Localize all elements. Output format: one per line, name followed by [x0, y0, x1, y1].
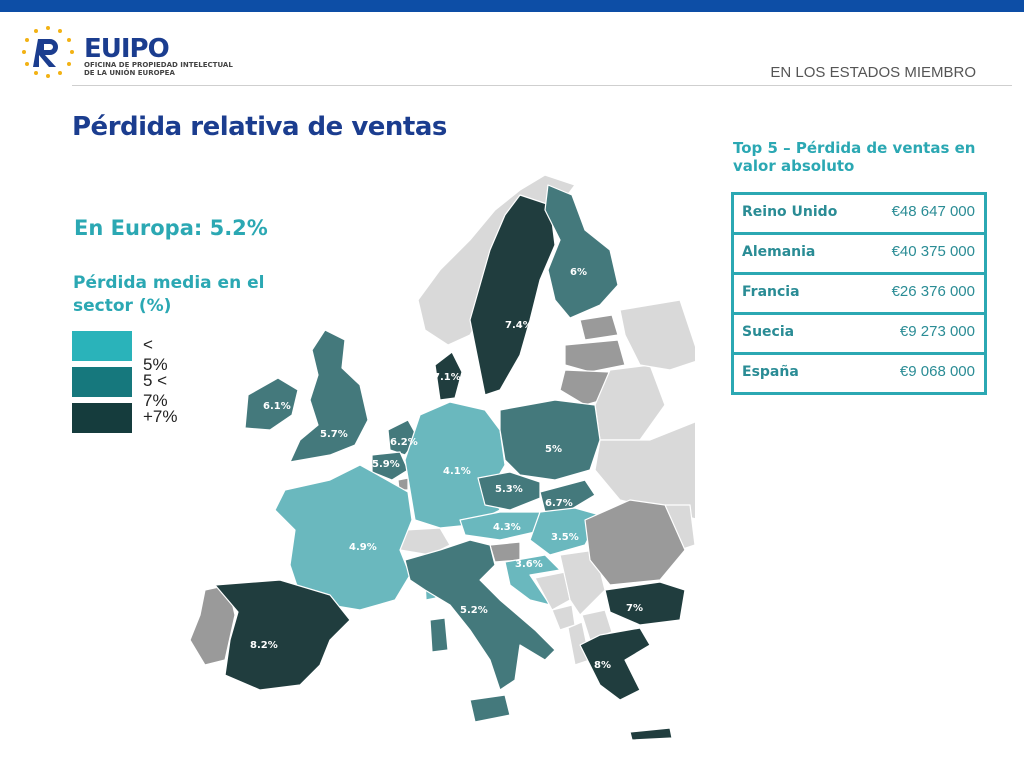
map-label-spain: 8.2% — [250, 640, 278, 651]
map-label-france: 4.9% — [349, 542, 377, 553]
map-label-bulgaria: 7% — [626, 603, 643, 614]
country-germany — [404, 401, 506, 529]
top-bar — [0, 0, 1024, 12]
top5-country: España — [742, 364, 799, 380]
country-estonia — [579, 314, 619, 341]
country-bulgaria — [604, 581, 686, 626]
map-label-croatia: 3.6% — [515, 559, 543, 570]
top5-country: Alemania — [742, 244, 816, 260]
logo-subtitle: OFICINA DE PROPIEDAD INTELECTUAL DE LA U… — [84, 61, 233, 77]
logo-subtitle-line1: OFICINA DE PROPIEDAD INTELECTUAL — [84, 61, 233, 69]
logo-wordmark: EUIPO — [84, 34, 170, 64]
top5-value: €9 273 000 — [899, 323, 975, 340]
table-row: Suecia €9 273 000 — [734, 315, 984, 355]
map-label-denmark: 7.1% — [433, 372, 461, 383]
country-sweden — [469, 194, 556, 396]
euipo-logo: EUIPO OFICINA DE PROPIEDAD INTELECTUAL D… — [18, 22, 258, 82]
country-romania — [584, 499, 686, 586]
table-row: Alemania €40 375 000 — [734, 235, 984, 275]
country-poland — [499, 399, 601, 481]
country-macedonia — [581, 609, 613, 641]
map-label-belgium: 5.9% — [372, 459, 400, 470]
table-row: Reino Unido €48 647 000 — [734, 195, 984, 235]
europe-total: En Europa: 5.2% — [74, 216, 268, 240]
legend-label: +7% — [143, 407, 178, 426]
europe-map: 7.4% 6% 7.1% 6.1% 5.7% 6.2% 5.9% 4.1% 5%… — [189, 174, 695, 741]
country-france — [274, 464, 413, 611]
section-title: EN LOS ESTADOS MIEMBRO — [770, 64, 976, 81]
map-label-germany: 4.1% — [443, 466, 471, 477]
map-label-italy: 5.2% — [460, 605, 488, 616]
legend-swatch — [72, 331, 132, 361]
top5-value: €26 376 000 — [891, 283, 975, 300]
country-slovakia — [539, 479, 596, 513]
country-greece-crete — [629, 727, 673, 741]
map-label-czech: 5.3% — [495, 484, 523, 495]
map-label-greece: 8% — [594, 660, 611, 671]
country-greece — [579, 627, 651, 701]
top5-country: Reino Unido — [742, 204, 838, 220]
logo-subtitle-line2: DE LA UNIÓN EUROPEA — [84, 69, 175, 77]
country-sardinia — [429, 617, 449, 653]
table-row: España €9 068 000 — [734, 355, 984, 392]
country-spain — [214, 579, 351, 691]
top5-country: Suecia — [742, 324, 795, 340]
top5-title: Top 5 – Pérdida de ventas en valor absol… — [733, 139, 976, 175]
country-russia — [619, 299, 695, 371]
map-label-uk: 5.7% — [320, 429, 348, 440]
legend-swatch — [72, 367, 132, 397]
country-ireland — [244, 377, 299, 431]
top5-value: €9 068 000 — [899, 363, 975, 380]
top5-value: €40 375 000 — [891, 243, 975, 260]
country-italy — [404, 539, 556, 691]
map-label-hungary: 3.5% — [551, 532, 579, 543]
page-title: Pérdida relativa de ventas — [72, 112, 447, 142]
map-label-sweden: 7.4% — [505, 320, 533, 331]
top5-country: Francia — [742, 284, 800, 300]
country-belgium — [371, 451, 409, 481]
country-uk — [289, 329, 369, 463]
legend-title: Pérdida media en el sector (%) — [73, 273, 265, 316]
country-sicily — [469, 694, 511, 723]
map-label-poland: 5% — [545, 444, 562, 455]
country-hungary — [529, 507, 601, 556]
country-finland — [544, 184, 619, 319]
map-label-slovakia: 6.7% — [545, 498, 573, 509]
header-divider — [72, 85, 1012, 86]
legend-label: < 5% — [143, 335, 168, 374]
top5-table: Reino Unido €48 647 000 Alemania €40 375… — [731, 192, 987, 395]
top5-value: €48 647 000 — [891, 203, 975, 220]
country-ukraine — [594, 421, 695, 520]
legend-label: 5 < 7% — [143, 371, 168, 410]
country-latvia — [564, 339, 626, 373]
map-label-netherlands: 6.2% — [390, 437, 418, 448]
table-row: Francia €26 376 000 — [734, 275, 984, 315]
country-croatia — [504, 554, 561, 606]
map-label-finland: 6% — [570, 267, 587, 278]
map-label-austria: 4.3% — [493, 522, 521, 533]
map-label-ireland: 6.1% — [263, 401, 291, 412]
country-denmark — [434, 351, 463, 401]
eu-stars-logo-icon — [22, 26, 74, 78]
legend-swatch — [72, 403, 132, 433]
country-czech — [477, 471, 541, 511]
